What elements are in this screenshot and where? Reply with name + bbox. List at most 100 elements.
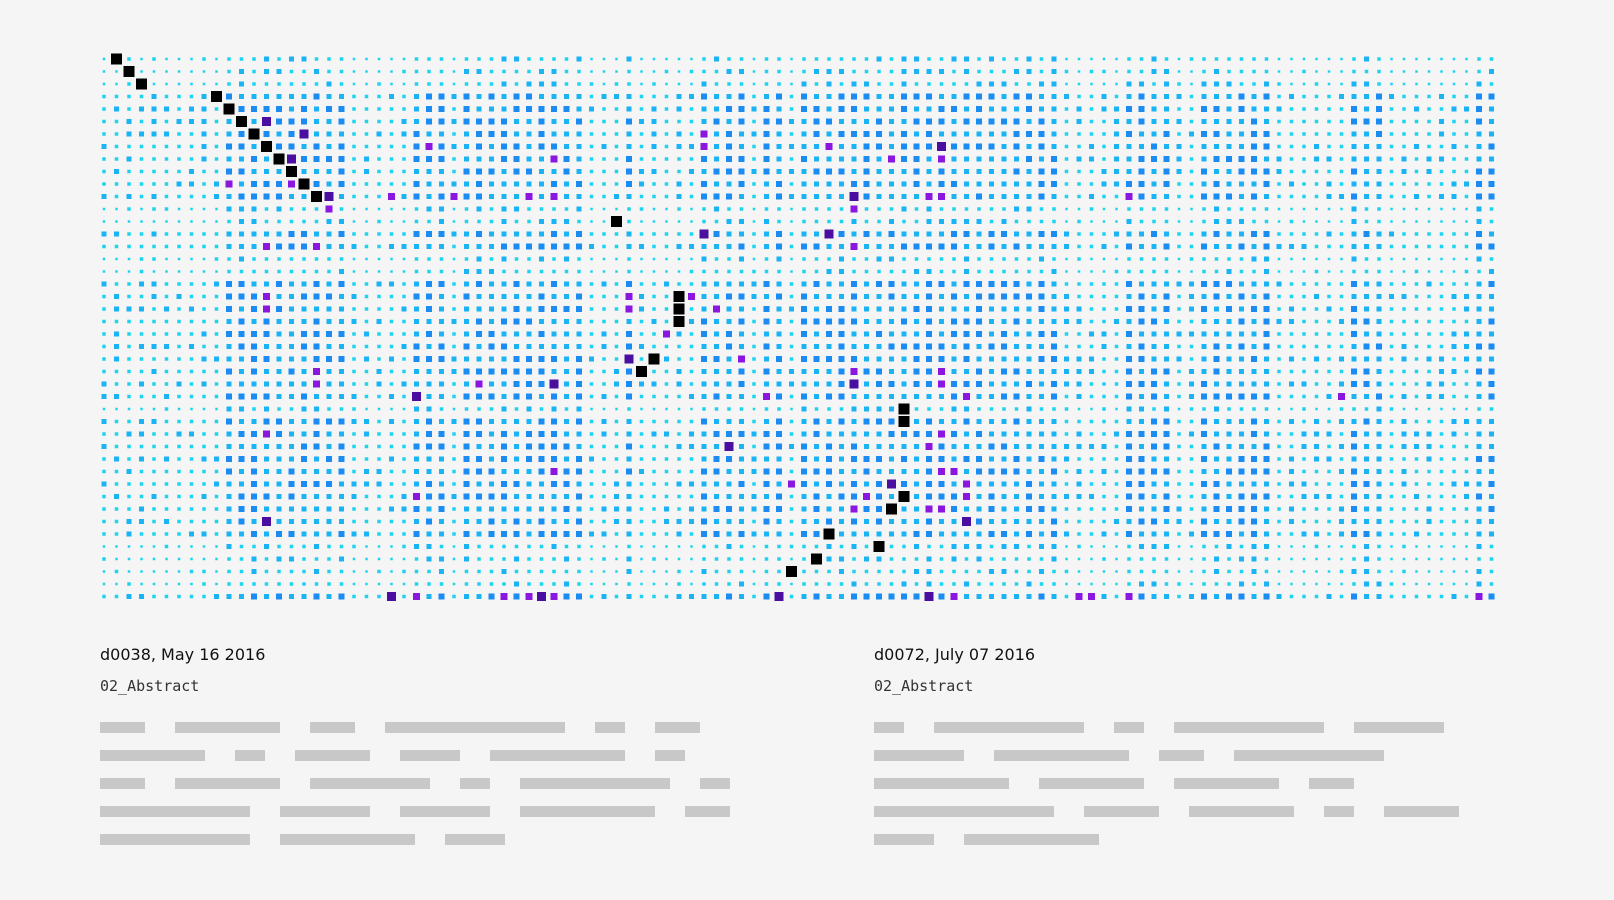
- matrix-cell: [1114, 431, 1119, 437]
- matrix-cell: [551, 219, 557, 224]
- matrix-cell: [1064, 282, 1069, 286]
- matrix-cell: [1402, 407, 1406, 411]
- matrix-cell: [263, 356, 270, 362]
- matrix-cell: [1351, 456, 1357, 462]
- matrix-cell: [1051, 56, 1057, 62]
- matrix-cell: [1202, 269, 1206, 274]
- matrix-cell: [576, 319, 582, 324]
- matrix-cell: [151, 494, 157, 499]
- matrix-cell: [976, 431, 982, 437]
- matrix-cell: [676, 519, 682, 524]
- matrix-cell: [301, 519, 307, 524]
- matrix-cell: [1151, 468, 1157, 475]
- matrix-cell: [277, 57, 281, 61]
- matrix-cell: [1364, 581, 1369, 587]
- matrix-cell: [1051, 231, 1057, 237]
- matrix-cell: [639, 432, 644, 436]
- matrix-cell: [1064, 319, 1069, 324]
- matrix-cell: [1014, 194, 1019, 199]
- matrix-cell: [189, 482, 194, 486]
- matrix-cell: [601, 419, 607, 424]
- matrix-cell: [739, 456, 744, 462]
- matrix-cell: [652, 570, 656, 573]
- matrix-cell: [1389, 132, 1394, 136]
- matrix-cell: [1451, 481, 1457, 487]
- matrix-cell: [239, 419, 244, 424]
- matrix-cell: [264, 82, 269, 86]
- matrix-cell: [589, 232, 594, 236]
- matrix-cell: [476, 331, 482, 337]
- matrix-cell: [1489, 69, 1494, 74]
- matrix-cell: [1389, 319, 1394, 324]
- matrix-cell: [902, 219, 906, 224]
- matrix-cell: [702, 219, 706, 224]
- matrix-cell: [501, 256, 507, 262]
- matrix-cell: [164, 194, 169, 199]
- matrix-cell: [738, 168, 745, 175]
- matrix-cell: [1201, 506, 1207, 512]
- matrix-cell: [176, 381, 182, 387]
- matrix-cell: [640, 270, 643, 273]
- matrix-cell: [1026, 169, 1032, 174]
- matrix-cell: [826, 481, 832, 487]
- matrix-cell: [238, 518, 245, 525]
- matrix-cell: [177, 82, 181, 86]
- matrix-cell: [1363, 368, 1370, 375]
- matrix-cell: [913, 531, 920, 537]
- matrix-cell: [1439, 169, 1444, 174]
- matrix-cell: [1151, 418, 1157, 425]
- matrix-cell: [1026, 119, 1032, 124]
- matrix-cell: [776, 381, 782, 387]
- matrix-cell: [826, 318, 832, 325]
- matrix-cell: [301, 293, 307, 300]
- matrix-cell: [351, 419, 357, 424]
- matrix-cell: [551, 331, 557, 337]
- matrix-cell: [289, 207, 294, 211]
- matrix-cell: [1139, 444, 1144, 449]
- matrix-cell: [1026, 181, 1032, 187]
- matrix-cell: [1464, 481, 1469, 487]
- placeholder-text-bar: [235, 750, 265, 761]
- matrix-cell: [614, 182, 619, 186]
- matrix-cell: [314, 82, 319, 86]
- matrix-cell: [752, 232, 756, 236]
- matrix-cell: [876, 444, 882, 449]
- matrix-cell: [640, 220, 643, 223]
- matrix-cell: [789, 519, 794, 524]
- matrix-cell: [289, 444, 294, 449]
- matrix-cell: [964, 244, 969, 249]
- matrix-cell: [1264, 269, 1269, 274]
- matrix-cell: [1465, 570, 1468, 573]
- matrix-cell: [701, 181, 707, 187]
- matrix-cell: [1339, 444, 1344, 449]
- matrix-cell: [1315, 557, 1318, 561]
- matrix-cell: [564, 581, 569, 587]
- matrix-cell: [1252, 269, 1256, 274]
- matrix-cell: [102, 582, 106, 586]
- matrix-cell: [801, 381, 807, 387]
- matrix-cell: [926, 481, 932, 487]
- matrix-cell: [938, 443, 945, 450]
- matrix-cell: [664, 281, 669, 287]
- matrix-cell: [1263, 393, 1270, 400]
- matrix-cell: [1301, 244, 1307, 249]
- matrix-cell: [1390, 545, 1393, 548]
- matrix-cell: [813, 418, 820, 425]
- matrix-cell-diagonal: [136, 78, 147, 90]
- matrix-cell: [526, 106, 532, 112]
- matrix-cell: [614, 319, 619, 324]
- matrix-cell: [614, 307, 619, 311]
- matrix-cell: [926, 518, 932, 525]
- matrix-cell: [1488, 343, 1495, 350]
- matrix-cell: [1426, 444, 1432, 449]
- matrix-cell: [1077, 570, 1081, 573]
- matrix-cell: [714, 444, 719, 449]
- matrix-cell: [627, 582, 631, 586]
- matrix-cell: [676, 106, 682, 112]
- matrix-cell: [602, 244, 606, 249]
- matrix-cell: [1363, 118, 1370, 125]
- matrix-cell: [189, 431, 194, 437]
- matrix-cell: [802, 569, 806, 574]
- matrix-cell: [1290, 557, 1293, 561]
- matrix-cell: [1163, 368, 1170, 375]
